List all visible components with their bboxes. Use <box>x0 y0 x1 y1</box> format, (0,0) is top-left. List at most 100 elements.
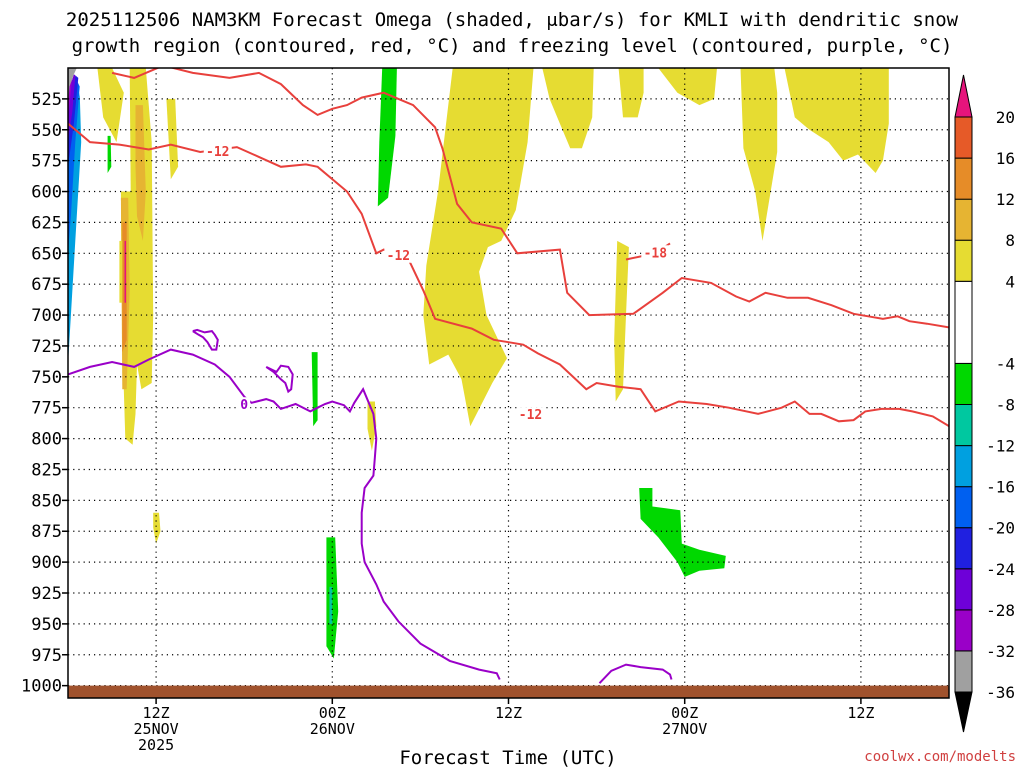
colorbar-label-5: -4 <box>996 354 1015 373</box>
y-tick-label-0: 525 <box>31 90 62 110</box>
x-tick-label-3-0: 00Z <box>671 704 698 722</box>
colorbar-bin-1 <box>954 609 973 652</box>
svg-text:0: 0 <box>240 398 248 413</box>
y-tick-label-13: 850 <box>31 491 62 511</box>
x-tick-label-0-2: 2025 <box>138 736 174 754</box>
x-tick-label-4-0: 12Z <box>847 704 874 722</box>
y-tick-label-18: 975 <box>31 646 62 666</box>
omega-region-24 <box>329 586 333 624</box>
colorbar-bin-3 <box>954 527 973 570</box>
omega-region-16 <box>614 240 629 402</box>
omega-region-6 <box>166 98 179 180</box>
freezing-level-contour-0 <box>68 348 501 680</box>
colorbar-bottom-arrow <box>954 691 973 733</box>
svg-text:-12: -12 <box>387 249 410 264</box>
y-tick-label-6: 675 <box>31 275 62 295</box>
freezing-level-label: 0 <box>238 397 251 413</box>
omega-region-19 <box>383 123 394 149</box>
y-tick-label-16: 925 <box>31 584 62 604</box>
colorbar-label-10: -24 <box>986 560 1015 579</box>
omega-region-1 <box>135 105 146 241</box>
y-tick-label-7: 700 <box>31 306 62 326</box>
y-tick-label-14: 875 <box>31 522 62 542</box>
x-axis-label: Forecast Time (UTC) <box>399 747 616 768</box>
omega-region-20 <box>107 135 112 173</box>
y-tick-label-1: 550 <box>31 121 62 141</box>
colorbar-bin-0 <box>954 650 973 693</box>
colorbar-label-9: -20 <box>986 519 1015 538</box>
gridlines <box>68 68 949 698</box>
y-tick-label-9: 750 <box>31 368 62 388</box>
omega-region-13 <box>658 68 717 106</box>
omega-region-8 <box>153 512 161 544</box>
y-tick-label-12: 825 <box>31 460 62 480</box>
colorbar-bin-4 <box>954 486 973 529</box>
omega-region-30 <box>68 68 77 106</box>
omega-region-5 <box>124 240 126 303</box>
colorbar-bin-12 <box>954 116 973 159</box>
y-tick-label-10: 775 <box>31 399 62 419</box>
colorbar-label-4: 4 <box>1005 272 1015 291</box>
dendritic-contour-1 <box>111 68 949 329</box>
colorbar-label-7: -12 <box>986 437 1015 456</box>
colorbar-label-0: 20 <box>996 108 1015 127</box>
colorbar: 20 16 12 8 4 -4 -8 -12 -16 -20 -24 -28 -32 -36 <box>954 74 1015 733</box>
colorbar-label-11: -28 <box>986 601 1015 620</box>
omega-region-10 <box>423 68 534 427</box>
y-tick-label-11: 800 <box>31 430 62 450</box>
colorbar-bin-7 <box>954 362 973 405</box>
colorbar-label-12: -32 <box>986 642 1015 661</box>
freezing-level-contour-3 <box>192 328 219 351</box>
y-tick-label-5: 650 <box>31 244 62 264</box>
colorbar-label-1: 16 <box>996 149 1015 168</box>
x-tick-label-1-1: 26NOV <box>310 720 355 738</box>
freezing-level-contour-1 <box>598 663 673 684</box>
dendritic-contour-0 <box>68 122 949 428</box>
colorbar-bin-8 <box>954 280 973 364</box>
y-tick-label-2: 575 <box>31 152 62 172</box>
dendritic-label-0: -12 <box>203 144 232 160</box>
freezing-level-contours <box>68 328 673 684</box>
colorbar-bin-6 <box>954 404 973 447</box>
colorbar-label-6: -8 <box>996 396 1015 415</box>
omega-region-27 <box>68 75 79 167</box>
colorbar-bin-9 <box>954 239 973 282</box>
dendritic-label-1: -12 <box>384 247 413 264</box>
omega-region-11 <box>542 68 594 149</box>
svg-text:-12: -12 <box>519 408 542 423</box>
omega-region-15 <box>784 68 889 173</box>
colorbar-label-8: -16 <box>986 478 1015 497</box>
chart-title-line2: growth region (contoured, red, °C) and f… <box>72 35 953 57</box>
dendritic-label-2: -18 <box>641 245 670 261</box>
x-tick-label-1-0: 00Z <box>319 704 346 722</box>
colorbar-bin-2 <box>954 568 973 611</box>
y-tick-label-3: 600 <box>31 183 62 203</box>
colorbar-label-13: -36 <box>986 683 1015 702</box>
y-tick-label-19: 1000 <box>21 677 62 697</box>
x-tick-label-3-1: 27NOV <box>662 720 707 738</box>
colorbar-bin-5 <box>954 445 973 488</box>
y-tick-label-4: 625 <box>31 213 62 233</box>
freezing-level-contour-2 <box>265 364 294 394</box>
omega-region-23 <box>639 488 726 577</box>
svg-text:-12: -12 <box>206 145 229 160</box>
colorbar-top-arrow <box>954 74 973 118</box>
y-tick-label-8: 725 <box>31 337 62 357</box>
surface-terrain <box>68 685 949 698</box>
omega-region-14 <box>740 68 778 241</box>
dendritic-extra-label-0: -12 <box>516 407 545 423</box>
omega-region-17 <box>119 240 123 303</box>
x-tick-label-0-1: 25NOV <box>134 720 179 738</box>
colorbar-bin-10 <box>954 198 973 241</box>
credit-link[interactable]: coolwx.com/modelts <box>864 749 1016 765</box>
colorbar-label-2: 12 <box>996 190 1015 209</box>
colorbar-label-3: 8 <box>1005 231 1015 250</box>
omega-region-12 <box>618 68 644 118</box>
omega-shading <box>68 68 889 659</box>
svg-text:-18: -18 <box>644 246 668 261</box>
contour-labels: -12 -12 -18 -12 0 <box>203 144 670 423</box>
chart-title-line1: 2025112506 NAM3KM Forecast Omega (shaded… <box>66 9 959 31</box>
x-tick-label-0-0: 12Z <box>143 704 170 722</box>
